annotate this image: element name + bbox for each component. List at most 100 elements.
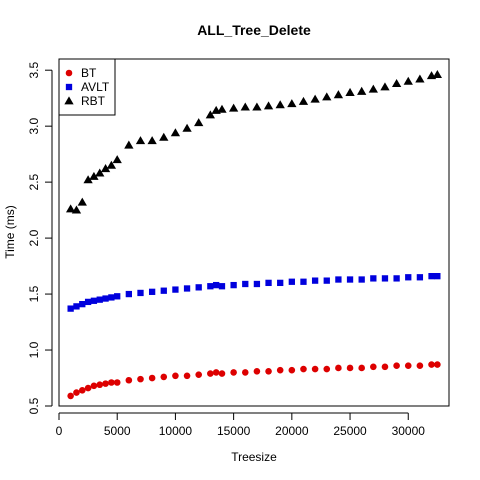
bt-point [346, 364, 354, 372]
avlt-point [195, 284, 202, 291]
rbt-point [310, 94, 320, 103]
avlt-point [79, 300, 86, 308]
y-tick-label: 3.0 [27, 117, 41, 134]
x-tick-label: 15000 [217, 424, 251, 438]
bt-point [195, 371, 203, 378]
rbt-point [403, 76, 413, 85]
rbt-point [100, 164, 111, 173]
rbt-point [83, 175, 93, 184]
bt-point [108, 379, 115, 386]
series-rbt [65, 70, 443, 214]
bt-point [434, 361, 441, 368]
bt-point [230, 369, 237, 376]
rbt-point [228, 103, 239, 112]
rbt-point [345, 87, 355, 96]
legend-marker-avlt [65, 83, 73, 91]
legend-marker-rbt [64, 96, 74, 105]
bt-point [183, 372, 191, 380]
rbt-point [263, 101, 274, 110]
avlt-point [73, 303, 80, 310]
bt-point [73, 389, 80, 396]
avlt-point [125, 290, 133, 298]
bt-point [416, 362, 424, 370]
avlt-point [108, 294, 115, 301]
x-tick-label: 20000 [275, 424, 309, 438]
bt-point [276, 366, 284, 374]
bt-point [323, 365, 331, 373]
x-tick-label: 10000 [159, 424, 193, 438]
bt-point [288, 366, 296, 374]
rbt-point [298, 96, 309, 105]
rbt-point [71, 205, 82, 214]
avlt-point [335, 276, 342, 283]
rbt-point [159, 132, 169, 141]
rbt-point [106, 160, 117, 169]
avlt-point [183, 285, 191, 292]
avlt-point [67, 305, 74, 312]
x-tick-label: 0 [56, 424, 63, 438]
bt-point [311, 365, 319, 373]
rbt-point [368, 84, 378, 93]
rbt-point [357, 86, 367, 95]
avlt-point [381, 275, 389, 282]
rbt-point [217, 104, 227, 113]
avlt-point [137, 289, 144, 297]
avlt-point [393, 275, 400, 282]
avlt-point [148, 288, 156, 295]
bt-point [125, 376, 133, 384]
avlt-point [172, 286, 179, 293]
bt-point [172, 372, 179, 380]
rbt-point [147, 136, 157, 145]
avlt-point [230, 281, 237, 289]
chart-title: ALL_Tree_Delete [197, 22, 311, 38]
avlt-point [277, 279, 284, 287]
rbt-point [112, 155, 122, 164]
legend-label-avlt: AVLT [81, 80, 110, 94]
avlt-point [242, 280, 249, 288]
avlt-point [300, 278, 307, 285]
y-tick-label: 3.5 [27, 62, 41, 79]
rbt-point [391, 78, 402, 88]
bt-point [241, 369, 249, 376]
avlt-point [114, 293, 121, 300]
rbt-point [182, 123, 192, 132]
bt-point [113, 379, 121, 386]
rbt-point [170, 128, 181, 137]
avlt-point [90, 297, 98, 304]
bt-point [137, 375, 144, 383]
legend-label-bt: BT [81, 66, 97, 80]
bt-point [393, 362, 400, 370]
bt-point [102, 380, 109, 387]
bt-point [265, 368, 272, 375]
bt-point [300, 365, 307, 373]
rbt-point [333, 90, 344, 99]
rbt-point [240, 102, 250, 111]
avlt-point [213, 281, 220, 289]
bt-point [253, 368, 261, 375]
bt-point [67, 392, 74, 400]
avlt-point [358, 276, 365, 283]
y-tick-label: 1.5 [27, 285, 41, 302]
avlt-point [265, 279, 272, 287]
bt-point [218, 370, 226, 377]
bt-point [370, 363, 377, 371]
x-axis-title: Treesize [231, 450, 277, 464]
avlt-point [207, 283, 214, 290]
x-tick-label: 25000 [333, 424, 367, 438]
plot-frame [58, 58, 450, 407]
bt-point [381, 363, 389, 371]
rbt-point [124, 140, 134, 149]
bt-point [428, 361, 435, 368]
x-tick-label: 5000 [104, 424, 131, 438]
bt-point [90, 382, 98, 390]
series-avlt [67, 273, 441, 312]
rbt-point [205, 110, 215, 119]
y-tick-label: 2.0 [27, 229, 41, 246]
avlt-point [218, 283, 226, 290]
legend-label-rbt: RBT [81, 94, 106, 108]
bt-point [358, 364, 365, 372]
y-tick-label: 2.5 [27, 173, 41, 190]
rbt-point [380, 82, 390, 91]
rbt-point [77, 197, 87, 206]
